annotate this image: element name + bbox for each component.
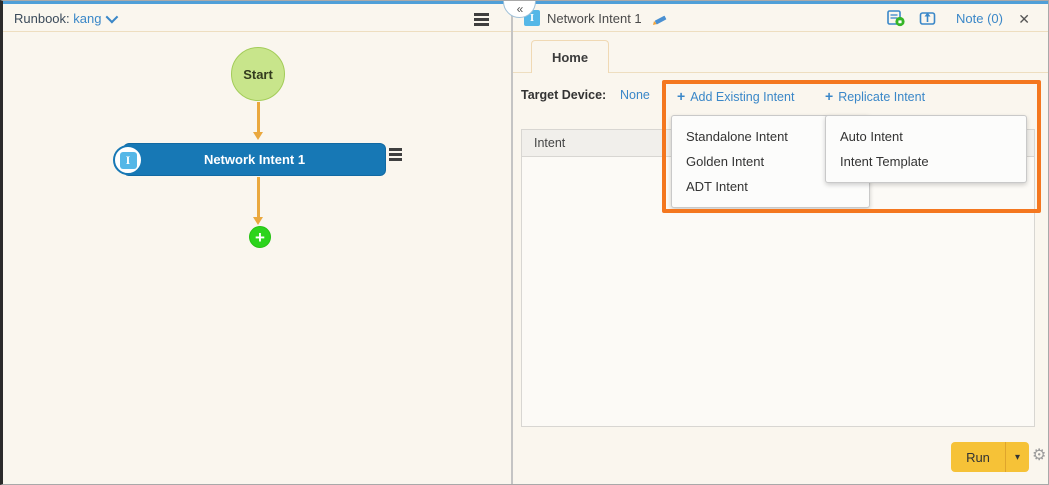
close-icon[interactable]: ✕ [1018, 11, 1030, 27]
add-step-button[interactable]: + [249, 226, 271, 248]
tabbar-divider [513, 72, 1048, 73]
replicate-intent-link[interactable]: + Replicate Intent [825, 88, 926, 104]
chevron-down-icon[interactable] [106, 10, 119, 24]
start-node[interactable]: Start [231, 47, 285, 101]
flow-arrow-line [257, 177, 260, 217]
intent-i-icon: I [119, 151, 137, 169]
plus-icon: + [825, 88, 834, 104]
plus-icon: + [677, 88, 686, 104]
menu-item-standalone-intent[interactable]: Standalone Intent [686, 129, 788, 144]
menu-item-golden-intent[interactable]: Golden Intent [686, 154, 765, 169]
menu-item-intent-template[interactable]: Intent Template [840, 154, 929, 169]
intent-panel-header: I Network Intent 1 Note (0) ✕ [513, 4, 1048, 32]
menu-item-adt-intent[interactable]: ADT Intent [686, 179, 748, 194]
menu-item-auto-intent[interactable]: Auto Intent [840, 129, 903, 144]
flow-arrow-line [257, 102, 260, 132]
flow-arrow-head [253, 217, 263, 225]
add-existing-intent-link[interactable]: + Add Existing Intent [677, 88, 795, 104]
gear-icon[interactable]: ⚙ [1032, 447, 1047, 464]
run-button-label[interactable]: Run [951, 442, 1005, 472]
runbook-name-link[interactable]: kang [73, 11, 102, 26]
intent-column-header: Intent [534, 136, 566, 150]
device-status-icon[interactable] [887, 10, 906, 32]
runbook-header: Runbook: kang [3, 4, 511, 32]
panel-divider[interactable] [511, 4, 513, 484]
target-device-value-link[interactable]: None [620, 88, 650, 102]
note-link[interactable]: Note (0) [956, 11, 1003, 26]
run-dropdown-caret[interactable]: ▾ [1005, 442, 1029, 472]
target-device-label: Target Device: [521, 88, 607, 102]
runbook-menu-icon[interactable] [474, 13, 489, 28]
plus-icon: + [255, 227, 265, 247]
flow-arrow-head [253, 132, 263, 140]
runbook-title: Runbook: kang [14, 10, 119, 26]
runbook-canvas[interactable]: Start Network Intent 1 I + [3, 32, 511, 484]
network-intent-node-label: Network Intent 1 [203, 152, 306, 167]
replicate-intent-menu: Auto Intent Intent Template [825, 115, 1027, 183]
runbook-label: Runbook: [14, 11, 70, 26]
network-intent-node[interactable]: Network Intent 1 [123, 143, 386, 176]
tab-home[interactable]: Home [531, 40, 609, 73]
intent-tabbar: Home [513, 32, 1048, 73]
intent-panel-title: Network Intent 1 [547, 11, 642, 26]
intent-node-menu-icon[interactable] [389, 148, 402, 163]
intent-badge: I [113, 145, 143, 175]
collapse-icon: « [516, 2, 524, 16]
run-button[interactable]: Run ▾ [951, 442, 1029, 472]
target-device-row: Target Device: None + Add Existing Intent… [513, 73, 1048, 113]
edit-pencil-icon[interactable] [653, 12, 668, 30]
popout-icon[interactable] [919, 10, 936, 31]
